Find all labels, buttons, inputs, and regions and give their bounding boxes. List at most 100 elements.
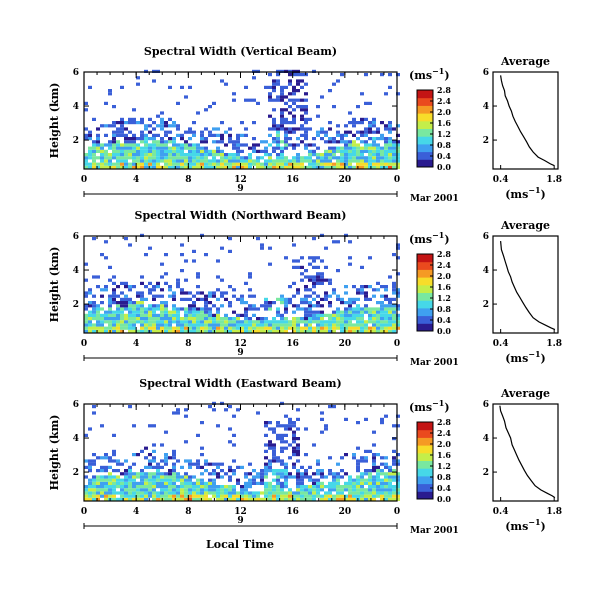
heatmap-cell bbox=[160, 304, 164, 308]
heatmap-cell bbox=[316, 272, 320, 276]
heatmap-cell bbox=[120, 313, 124, 317]
heatmap-cell bbox=[248, 288, 252, 292]
heatmap-cell bbox=[196, 149, 200, 153]
y-tick-label: 6 bbox=[73, 68, 79, 78]
heatmap-cell bbox=[228, 326, 232, 330]
heatmap-cell bbox=[140, 159, 144, 163]
heatmap-cell bbox=[96, 307, 100, 311]
heatmap-cell bbox=[216, 149, 220, 153]
heatmap-cell bbox=[144, 320, 148, 324]
heatmap-cell bbox=[172, 320, 176, 324]
heatmap-cell bbox=[368, 101, 372, 105]
colorbar-tick-label: 0.8 bbox=[437, 472, 451, 482]
heatmap-cell bbox=[348, 326, 352, 330]
heatmap-cell bbox=[184, 159, 188, 163]
heatmap-cell bbox=[92, 307, 96, 311]
colorbar-tick-label: 2.8 bbox=[437, 417, 451, 427]
heatmap-cell bbox=[292, 497, 296, 501]
heatmap-cell bbox=[124, 165, 128, 169]
heatmap-cell bbox=[192, 329, 196, 333]
heatmap-cell bbox=[228, 133, 232, 137]
heatmap-cell bbox=[148, 491, 152, 495]
heatmap-cell bbox=[392, 320, 396, 324]
heatmap-cell bbox=[112, 275, 116, 279]
heatmap-cell bbox=[336, 165, 340, 169]
heatmap-cell bbox=[280, 440, 284, 444]
heatmap-cell bbox=[304, 427, 308, 431]
heatmap-cell bbox=[296, 307, 300, 311]
heatmap-cell bbox=[172, 307, 176, 311]
heatmap-cell bbox=[224, 329, 228, 333]
heatmap-cell bbox=[144, 149, 148, 153]
heatmap-cell bbox=[220, 326, 224, 330]
heatmap-cell bbox=[380, 162, 384, 166]
heatmap-cell bbox=[196, 156, 200, 160]
heatmap-cell bbox=[348, 301, 352, 305]
heatmap-cell bbox=[288, 494, 292, 498]
heatmap-cell bbox=[128, 143, 132, 147]
heatmap-cell bbox=[332, 329, 336, 333]
heatmap-cell bbox=[132, 497, 136, 501]
heatmap-cell bbox=[176, 307, 180, 311]
heatmap-cell bbox=[112, 291, 116, 295]
heatmap-cell bbox=[112, 162, 116, 166]
heatmap-cell bbox=[252, 475, 256, 479]
heatmap-cell bbox=[396, 243, 400, 247]
heatmap-cell bbox=[144, 456, 148, 460]
heatmap-cell bbox=[168, 285, 172, 289]
heatmap-cell bbox=[280, 485, 284, 489]
heatmap-cell bbox=[208, 317, 212, 321]
heatmap-cell bbox=[292, 326, 296, 330]
heatmap-cell bbox=[188, 478, 192, 482]
heatmap-cell bbox=[308, 153, 312, 157]
heatmap-cell bbox=[100, 288, 104, 292]
heatmap-cell bbox=[120, 297, 124, 301]
heatmap-cell bbox=[324, 149, 328, 153]
heatmap-cell bbox=[344, 140, 348, 144]
heatmap-cell bbox=[140, 133, 144, 137]
heatmap-cell bbox=[128, 469, 132, 473]
heatmap-cell bbox=[228, 329, 232, 333]
heatmap-cell bbox=[104, 143, 108, 147]
heatmap-cell bbox=[256, 143, 260, 147]
heatmap-cell bbox=[84, 159, 88, 163]
heatmap-cell bbox=[276, 329, 280, 333]
heatmap-cell bbox=[384, 288, 388, 292]
heatmap-cell bbox=[312, 320, 316, 324]
heatmap-cell bbox=[396, 156, 400, 160]
heatmap-cell bbox=[224, 491, 228, 495]
heatmap-cell bbox=[92, 156, 96, 160]
heatmap-cell bbox=[228, 491, 232, 495]
heatmap-cell bbox=[320, 278, 324, 282]
heatmap-cell bbox=[384, 414, 388, 418]
heatmap-cell bbox=[288, 456, 292, 460]
heatmap-cell bbox=[312, 265, 316, 269]
heatmap-cell bbox=[108, 162, 112, 166]
heatmap-cell bbox=[216, 326, 220, 330]
heatmap-cell bbox=[188, 459, 192, 463]
heatmap-cell bbox=[324, 494, 328, 498]
heatmap-cell bbox=[356, 494, 360, 498]
heatmap-cell bbox=[116, 497, 120, 501]
heatmap-cell bbox=[192, 310, 196, 314]
heatmap-cell bbox=[284, 494, 288, 498]
heatmap-cell bbox=[196, 291, 200, 295]
heatmap-cell bbox=[344, 291, 348, 295]
heatmap-cell bbox=[280, 124, 284, 128]
heatmap-cell bbox=[232, 497, 236, 501]
heatmap-cell bbox=[372, 153, 376, 157]
heatmap-cell bbox=[108, 310, 112, 314]
heatmap-cell bbox=[252, 137, 256, 141]
heatmap-cell bbox=[176, 146, 180, 150]
heatmap-cell bbox=[364, 472, 368, 476]
heatmap-cell bbox=[364, 320, 368, 324]
heatmap-cell bbox=[184, 485, 188, 489]
heatmap-cell bbox=[320, 317, 324, 321]
heatmap-cell bbox=[88, 320, 92, 324]
heatmap-cell bbox=[328, 485, 332, 489]
heatmap-cell bbox=[116, 130, 120, 134]
heatmap-cell bbox=[220, 304, 224, 308]
heatmap-cell bbox=[208, 472, 212, 476]
heatmap-cell bbox=[180, 297, 184, 301]
heatmap-cell bbox=[388, 488, 392, 492]
